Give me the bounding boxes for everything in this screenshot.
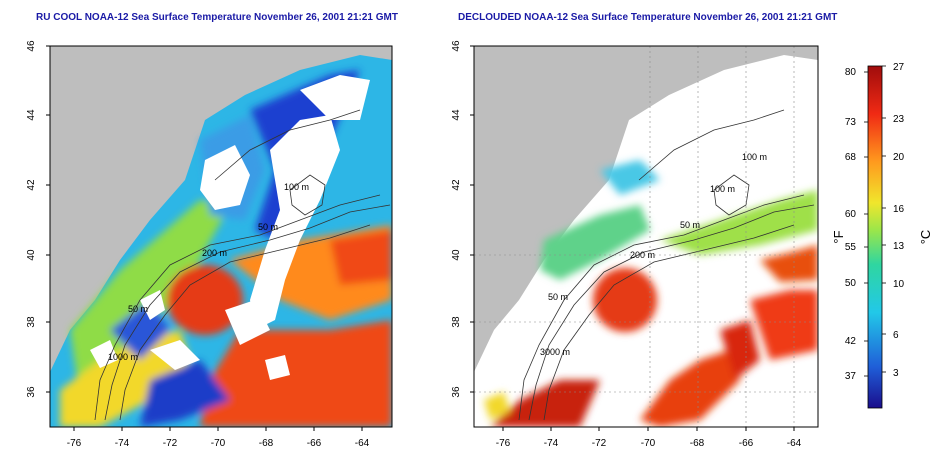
right-contour-label-100m-b: 100 m bbox=[710, 184, 735, 194]
right-contour-label-50m-a: 50 m bbox=[548, 292, 568, 302]
colorbar: 80 73 68 60 55 50 42 37 27 23 20 16 13 1… bbox=[831, 62, 933, 409]
left-x-axis: -76 -74 -72 -70 -68 -66 -64 bbox=[67, 427, 370, 449]
fahrenheit-tick: 42 bbox=[845, 336, 857, 347]
lon-tick-label: -68 bbox=[690, 438, 705, 449]
fahrenheit-tick: 73 bbox=[845, 117, 857, 128]
lon-tick-label: -72 bbox=[592, 438, 607, 449]
celsius-tick: 3 bbox=[893, 368, 899, 379]
lat-tick-label: 40 bbox=[26, 249, 37, 261]
lon-tick-label: -70 bbox=[211, 438, 226, 449]
right-y-axis: 46 44 42 40 38 36 bbox=[451, 40, 474, 398]
lon-tick-label: -66 bbox=[307, 438, 322, 449]
right-contour-label-50m-b: 50 m bbox=[680, 220, 700, 230]
fahrenheit-tick: 55 bbox=[845, 242, 857, 253]
lat-tick-label: 44 bbox=[451, 109, 462, 121]
celsius-tick: 6 bbox=[893, 330, 899, 341]
lat-tick-label: 40 bbox=[451, 249, 462, 261]
right-x-axis: -76 -74 -72 -70 -68 -66 -64 bbox=[496, 427, 802, 449]
fahrenheit-tick: 68 bbox=[845, 152, 857, 163]
fahrenheit-tick: 60 bbox=[845, 209, 857, 220]
left-y-axis: 46 44 42 40 38 36 bbox=[26, 40, 50, 398]
celsius-tick: 10 bbox=[893, 279, 905, 290]
right-map: 100 m 100 m 200 m 50 m 50 m 3000 m bbox=[473, 45, 819, 428]
lon-tick-label: -74 bbox=[544, 438, 559, 449]
lat-tick-label: 36 bbox=[26, 386, 37, 398]
lon-tick-label: -68 bbox=[259, 438, 274, 449]
left-contour-label-200m: 200 m bbox=[202, 248, 227, 258]
lon-tick-label: -64 bbox=[355, 438, 370, 449]
celsius-tick: 27 bbox=[893, 62, 905, 73]
lon-tick-label: -76 bbox=[67, 438, 82, 449]
right-panel-title: DECLOUDED NOAA-12 Sea Surface Temperatur… bbox=[458, 12, 838, 23]
fahrenheit-tick: 50 bbox=[845, 278, 857, 289]
lat-tick-label: 46 bbox=[26, 40, 37, 52]
fahrenheit-unit-label: °F bbox=[831, 230, 846, 243]
left-contour-label-1000m: 1000 m bbox=[108, 352, 138, 362]
right-contour-label-200m: 200 m bbox=[630, 250, 655, 260]
lon-tick-label: -66 bbox=[739, 438, 754, 449]
celsius-tick: 13 bbox=[893, 241, 905, 252]
colorbar-gradient bbox=[867, 65, 883, 409]
left-map: 100 m 200 m 50 m 1000 m 50 m bbox=[49, 45, 393, 428]
right-map-frame bbox=[473, 45, 819, 428]
left-map-frame bbox=[49, 45, 393, 428]
left-contour-label-50m-b: 50 m bbox=[258, 222, 278, 232]
lon-tick-label: -76 bbox=[496, 438, 511, 449]
lat-tick-label: 38 bbox=[26, 316, 37, 328]
lon-tick-label: -74 bbox=[115, 438, 130, 449]
lon-tick-label: -72 bbox=[163, 438, 178, 449]
left-contour-label-50m: 50 m bbox=[128, 304, 148, 314]
right-contour-label-100m-a: 100 m bbox=[742, 152, 767, 162]
lon-tick-label: -64 bbox=[787, 438, 802, 449]
lat-tick-label: 36 bbox=[451, 386, 462, 398]
lat-tick-label: 42 bbox=[26, 179, 37, 191]
lat-tick-label: 42 bbox=[451, 179, 462, 191]
left-contour-label-100m: 100 m bbox=[284, 182, 309, 192]
fahrenheit-tick: 80 bbox=[845, 67, 857, 78]
right-contour-label-3000m: 3000 m bbox=[540, 347, 570, 357]
celsius-tick: 23 bbox=[893, 114, 905, 125]
left-panel-title: RU COOL NOAA-12 Sea Surface Temperature … bbox=[36, 12, 398, 23]
lat-tick-label: 46 bbox=[451, 40, 462, 52]
celsius-unit-label: °C bbox=[918, 230, 933, 245]
celsius-tick: 16 bbox=[893, 204, 905, 215]
celsius-tick: 20 bbox=[893, 152, 905, 163]
lon-tick-label: -70 bbox=[641, 438, 656, 449]
lat-tick-label: 38 bbox=[451, 316, 462, 328]
lat-tick-label: 44 bbox=[26, 109, 37, 121]
fahrenheit-tick: 37 bbox=[845, 371, 857, 382]
